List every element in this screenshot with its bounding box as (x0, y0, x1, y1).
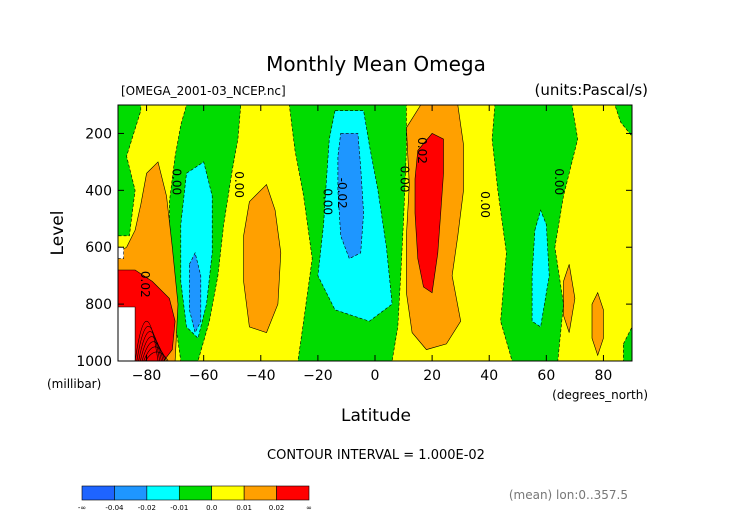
y-axis-ticks: 200 400 600 800 1000 (76, 126, 632, 370)
contour-label-7: 0.00 (552, 168, 566, 195)
contour-region-15 (189, 252, 202, 334)
x-tick-label-7: 60 (537, 368, 555, 384)
x-axis-label: Latitude (341, 406, 411, 426)
file-label: [OMEGA_2001-03_NCEP.nc] (121, 84, 286, 98)
colorbar-bin-2 (146, 485, 180, 501)
chart-title: Monthly Mean Omega (266, 52, 486, 76)
colorbar-label-1: -0.04 (105, 504, 124, 512)
contour-label-8: 0.02 (138, 271, 152, 298)
plot-area: −80 −60 −40 −20 0 20 40 60 80 200 400 600 800 1000 0… (76, 104, 633, 384)
contour-region-14 (531, 209, 550, 328)
contour-label-1: 0.00 (232, 171, 246, 198)
contour-region-1 (118, 105, 142, 237)
colorbar-label-0: -∞ (78, 504, 86, 512)
contour-line-1 (136, 326, 160, 361)
y-tick-label-4: 1000 (76, 354, 112, 370)
y-tick-label-0: 200 (85, 126, 112, 142)
colorbar-bin-4 (211, 485, 245, 501)
contour-label-4: 0.00 (398, 166, 412, 193)
contour-line-2 (138, 331, 162, 361)
colorbar-label-4: 0.0 (206, 504, 217, 512)
x-tick-label-0: −80 (132, 368, 162, 384)
x-tick-label-8: 80 (595, 368, 613, 384)
y-axis-label: Level (48, 211, 68, 256)
x-tick-label-1: −60 (189, 368, 219, 384)
contour-fill-regions (118, 105, 632, 361)
colorbar: -∞ -0.04 -0.02 -0.01 0.0 0.01 0.02 ∞ (78, 485, 312, 512)
y-axis-units: (millibar) (47, 377, 101, 391)
contour-region-20 (118, 306, 136, 361)
contour-line-4 (141, 341, 166, 361)
colorbar-bin-6 (276, 485, 310, 501)
contour-region-6 (623, 326, 632, 361)
y-tick-label-3: 800 (85, 297, 112, 313)
contour-label-3: -0.02 (335, 178, 349, 209)
contour-region-8 (243, 184, 282, 333)
contour-region-10 (563, 264, 576, 333)
x-tick-label-2: −40 (246, 368, 276, 384)
contour-region-16 (337, 133, 364, 260)
contour-label-0: 0.00 (169, 168, 183, 195)
contour-region-12 (180, 161, 213, 339)
contour-interval: CONTOUR INTERVAL = 1.000E-02 (267, 448, 485, 463)
footer-mean-label: (mean) lon:0..357.5 (509, 488, 628, 502)
contour-labels: 0.00 0.000.00 -0.02 0.000.020.000.000.02 (138, 137, 566, 297)
colorbar-label-5: 0.01 (236, 504, 252, 512)
contour-label-5: 0.02 (415, 137, 429, 164)
y-tick-label-2: 600 (85, 240, 112, 256)
x-tick-label-5: 20 (423, 368, 441, 384)
contour-line-5 (143, 346, 167, 361)
colorbar-label-3: -0.01 (170, 504, 188, 512)
colorbar-label-6: 0.02 (269, 504, 285, 512)
x-tick-label-4: 0 (371, 368, 380, 384)
x-tick-label-3: −20 (303, 368, 333, 384)
colorbar-label-2: -0.02 (138, 504, 156, 512)
colorbar-bin-0 (81, 485, 115, 501)
contour-label-6: 0.00 (478, 191, 492, 218)
colorbar-bin-5 (243, 485, 277, 501)
contour-region-11 (591, 291, 604, 357)
colorbar-bin-3 (178, 485, 213, 501)
contour-region-5 (614, 105, 632, 137)
x-axis-units: (degrees_north) (552, 388, 648, 402)
contour-label-2: 0.00 (321, 188, 335, 215)
colorbar-bin-1 (114, 485, 148, 501)
y-tick-label-1: 400 (85, 183, 112, 199)
contour-line-6 (145, 351, 169, 361)
colorbar-label-7: ∞ (306, 504, 312, 512)
units-label: (units:Pascal/s) (535, 81, 649, 99)
x-axis-ticks: −80 −60 −40 −20 0 20 40 60 80 (132, 105, 613, 384)
contour-region-17 (414, 133, 444, 294)
contour-region-19 (118, 246, 124, 259)
x-tick-label-6: 40 (480, 368, 498, 384)
